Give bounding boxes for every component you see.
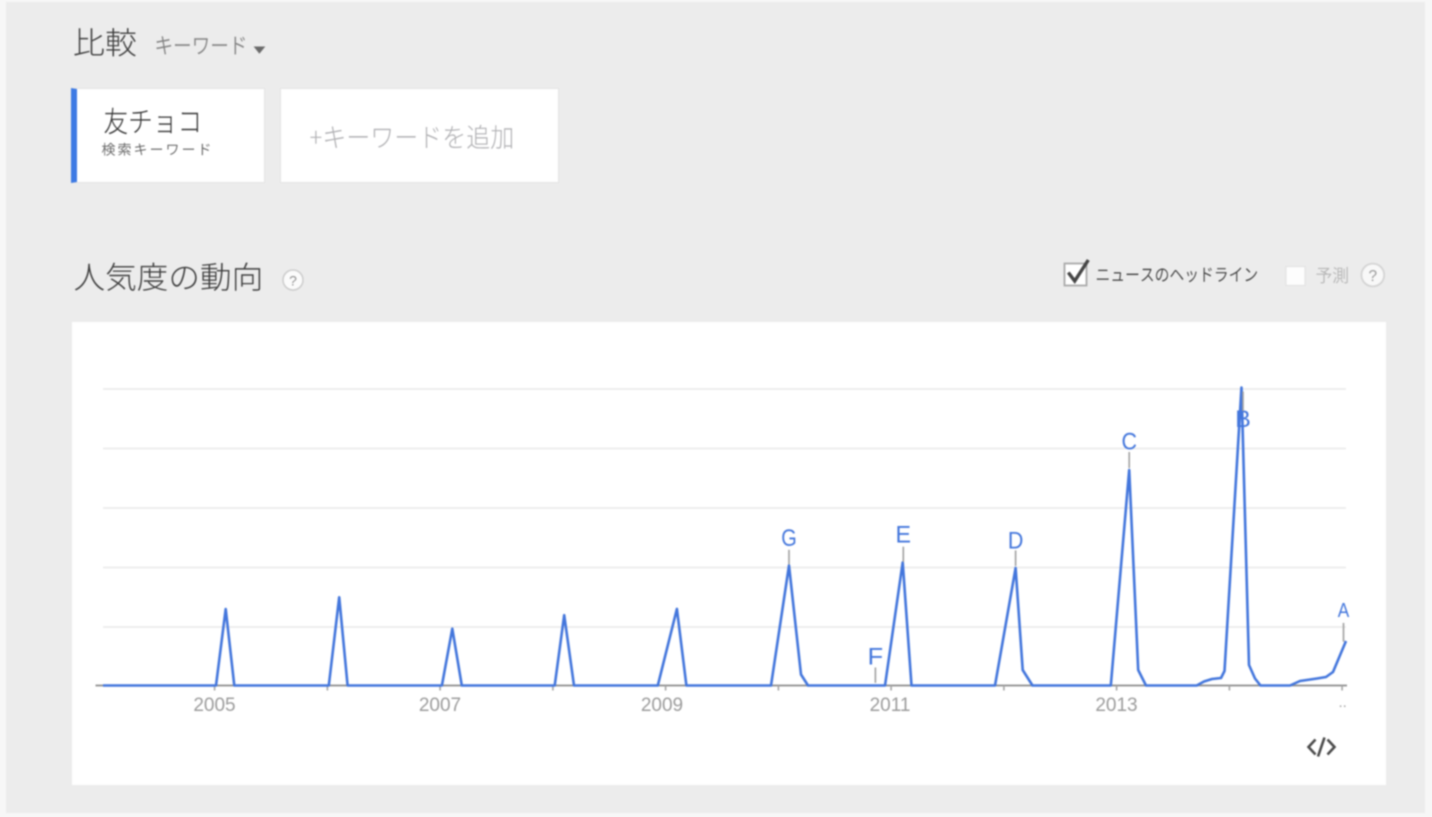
- svg-text:?: ?: [1368, 268, 1377, 285]
- svg-text:2009: 2009: [641, 695, 683, 716]
- svg-text:F: F: [868, 644, 884, 671]
- svg-text:2005: 2005: [193, 695, 235, 716]
- svg-text:B: B: [1235, 406, 1251, 433]
- svg-text:C: C: [1121, 429, 1137, 456]
- svg-text:2011: 2011: [870, 695, 911, 716]
- svg-text:A: A: [1338, 600, 1350, 622]
- svg-text:2007: 2007: [419, 695, 461, 716]
- svg-text:2013: 2013: [1095, 695, 1137, 716]
- svg-text:..: ..: [1339, 694, 1347, 711]
- svg-text:D: D: [1008, 528, 1024, 555]
- svg-text:E: E: [896, 522, 912, 549]
- svg-text:G: G: [781, 525, 797, 552]
- svg-text:?: ?: [289, 273, 297, 289]
